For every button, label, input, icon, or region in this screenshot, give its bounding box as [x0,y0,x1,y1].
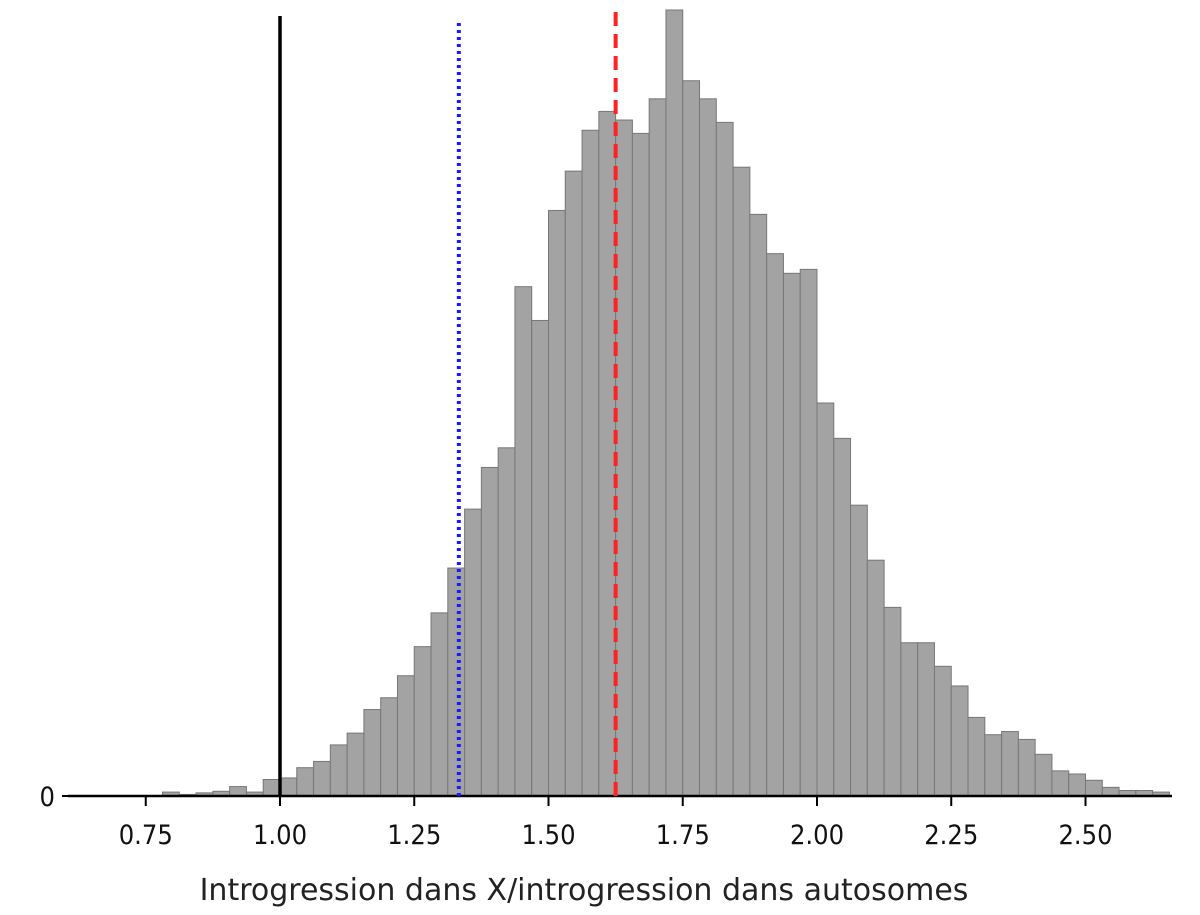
histogram-bar [380,697,398,797]
histogram-bar [917,642,935,797]
histogram-bar [430,612,449,797]
histogram-bar [933,665,952,797]
histogram-bar [1068,773,1086,797]
histogram-bar [1017,738,1036,797]
x-tick-label: 2.50 [1058,820,1112,851]
histogram-bar [548,209,566,797]
histogram-bar [833,437,852,797]
histogram-bar [1101,786,1120,797]
histogram-bar [1085,779,1103,797]
x-axis-title: Introgression dans X/introgression dans … [200,873,969,908]
x-tick-label: 1.50 [521,820,575,851]
histogram-bar [615,119,633,797]
histogram-bar [413,646,432,797]
histogram-bar [648,98,667,797]
histogram-bar [514,286,533,797]
histogram-bar [799,268,818,797]
histogram-bar [480,466,499,797]
x-axis-ticks: 0.75 1.00 1.25 1.50 1.75 2.00 2.25 2.50 [119,796,1113,851]
histogram-bar [346,732,365,797]
histogram-bar [279,777,298,797]
histogram-bar [296,767,315,797]
histogram-bar [464,508,482,797]
histogram-bar [1001,731,1019,797]
histogram-bar [497,447,516,797]
histogram-bar [581,129,600,797]
histogram-bar [531,319,549,797]
histogram-bar [866,559,885,797]
y-tick-label: 0 [40,782,55,813]
histogram-bar [564,170,583,797]
histogram-bar [313,760,331,797]
histogram-bar [766,253,784,797]
histogram-bar [950,685,969,797]
histogram-bar [631,132,650,797]
histogram-bar [883,606,902,797]
reference-lines [278,12,618,796]
histogram-bar [699,98,717,797]
histogram-bar [329,744,348,797]
histogram-bar [229,786,247,797]
histogram-bar [782,272,801,797]
x-tick-label: 1.25 [387,820,441,851]
histogram-bar [850,504,868,797]
histogram-bar [363,709,382,797]
histogram-bar [732,166,751,797]
x-tick-label: 2.00 [790,820,844,851]
histogram-bar [967,716,986,797]
histogram-bar [715,121,734,797]
histogram-bar [262,778,281,797]
x-tick-label: 1.75 [656,820,710,851]
histogram-bars [162,9,1170,797]
x-tick-label: 0.75 [119,820,173,851]
histogram-bar [682,80,701,797]
histogram-bar [665,9,684,797]
histogram-bar [1034,753,1053,797]
histogram-bar [396,675,415,797]
y-axis-ticks: 0 [40,782,70,813]
histogram-bar [984,734,1003,797]
histogram-bar [1051,770,1070,797]
histogram-bar [900,642,919,797]
histogram-bar [598,110,617,797]
x-tick-label: 2.25 [924,820,978,851]
histogram-bar [816,402,835,797]
x-tick-label: 1.00 [253,820,307,851]
histogram-bar [447,567,466,797]
histogram-bar [749,213,768,797]
